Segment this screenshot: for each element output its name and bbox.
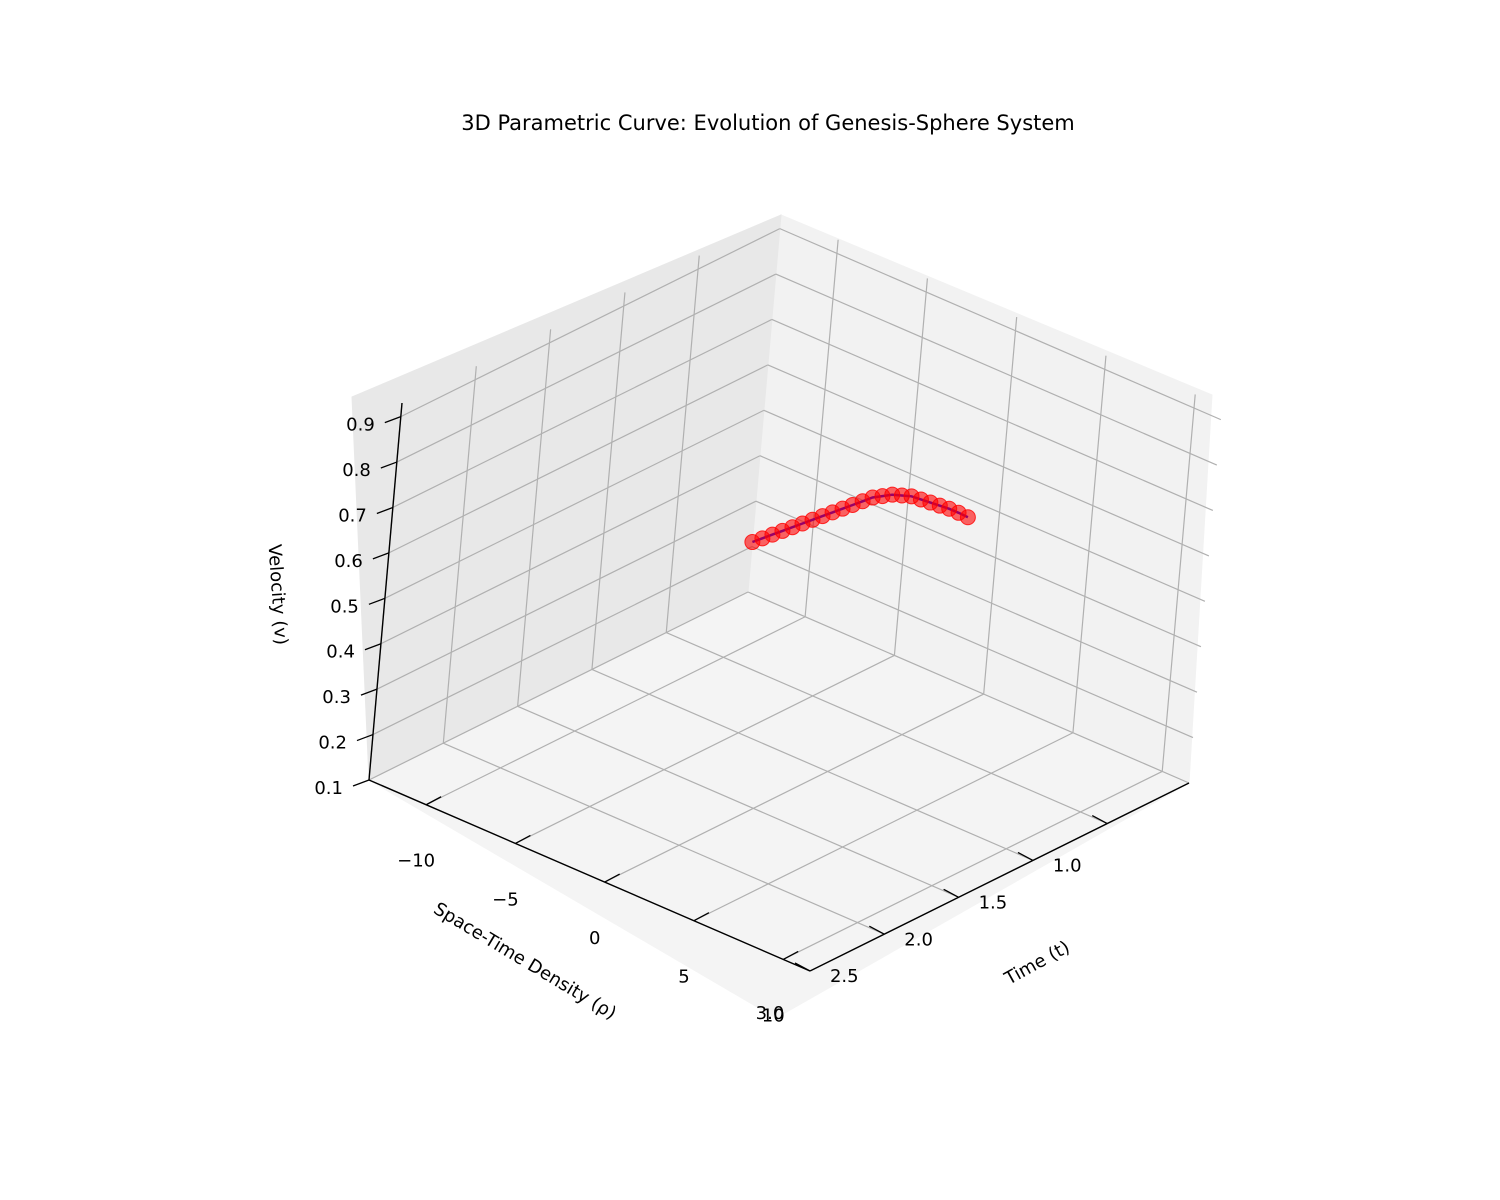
gridline-z-right <box>771 318 1214 512</box>
z-tick-label: 0.4 <box>326 642 355 663</box>
gridline-y-wall <box>591 292 626 670</box>
gridline-x-floor <box>515 654 895 844</box>
gridline-z-left <box>396 273 777 463</box>
x-tick-mark <box>782 950 799 960</box>
y-tick-mark <box>869 925 885 935</box>
gridline-y-floor <box>517 705 959 898</box>
gridline-z-left <box>380 455 761 645</box>
x-tick-mark <box>693 912 710 922</box>
gridline-z-left <box>376 500 757 690</box>
y-tick-label: 1.0 <box>1053 856 1082 877</box>
gridline-x-wall <box>804 239 839 617</box>
z-tick-label: 0.8 <box>342 460 371 481</box>
gridline-z-right <box>767 364 1210 557</box>
gridline-z-left <box>384 409 765 599</box>
z-axis-label: Velocity (v) <box>263 543 291 645</box>
y-tick-mark <box>1017 851 1034 861</box>
y-axis-label: Space-Time Density (ρ) <box>430 898 620 1024</box>
chart-title: 3D Parametric Curve: Evolution of Genesi… <box>461 111 1075 135</box>
x-tick-label: 10 <box>762 1005 785 1026</box>
z-tick-label: 0.2 <box>318 733 347 754</box>
z-tick-label: 0.5 <box>330 596 359 617</box>
x-tick-mark <box>515 834 531 844</box>
gridline-y-wall <box>442 366 477 744</box>
z-tick-label: 0.7 <box>338 505 367 526</box>
gridline-y-floor <box>591 668 1034 861</box>
x-tick-mark <box>425 796 442 806</box>
z-tick-mark <box>356 733 374 742</box>
z-tick-mark <box>376 506 394 515</box>
gridline-x-floor <box>782 770 1163 960</box>
z-tick-mark <box>360 688 378 696</box>
gridline-z-left <box>388 364 769 554</box>
gridline-z-right <box>759 455 1202 648</box>
z-tick-mark <box>384 416 402 424</box>
gridline-z-right <box>751 546 1194 739</box>
gridline-z-left <box>400 228 781 418</box>
x-tick-label: 5 <box>678 967 689 988</box>
z-tick-label: 0.6 <box>334 551 363 572</box>
y-tick-label: 2.0 <box>904 929 933 950</box>
z-tick-mark <box>368 597 386 605</box>
gridline-x-wall <box>983 317 1018 695</box>
gridline-z-left <box>368 591 749 781</box>
y-tick-mark <box>943 888 959 898</box>
gridline-x-floor <box>425 616 806 806</box>
y-tick-label: 2.5 <box>830 966 859 987</box>
gridline-x-floor <box>693 732 1074 922</box>
x-tick-label: −10 <box>397 851 435 872</box>
z-tick-mark <box>364 643 382 651</box>
gridline-z-right <box>763 409 1206 602</box>
gridline-x-wall <box>893 278 929 656</box>
gridline-z-right <box>779 228 1222 421</box>
y-axis-line <box>368 779 811 972</box>
y-tick-label: 1.5 <box>979 892 1008 913</box>
z-tick-mark <box>352 779 370 787</box>
gridline-y-wall <box>665 255 700 633</box>
z-tick-label: 0.9 <box>346 415 375 436</box>
x-axis-label: Time (t) <box>1000 937 1073 990</box>
z-tick-mark <box>372 552 390 560</box>
gridline-y-wall <box>517 329 552 707</box>
x-tick-label: 0 <box>589 928 600 949</box>
gridline-x-floor <box>604 693 984 883</box>
gridline-z-right <box>755 500 1198 693</box>
x-axis-line <box>809 782 1190 972</box>
y-tick-label: 3.0 <box>756 1003 785 1024</box>
x-tick-mark <box>604 873 620 883</box>
gridline-z-left <box>392 318 773 509</box>
y-tick-mark <box>1091 814 1108 825</box>
x-tick-label: −5 <box>492 889 519 910</box>
data-point <box>959 509 976 526</box>
z-tick-label: 0.3 <box>322 687 351 708</box>
z-axis-line <box>368 402 403 781</box>
z-tick-mark <box>380 461 398 469</box>
grid <box>368 228 1222 972</box>
gridline-y-floor <box>666 631 1108 825</box>
gridline-x-wall <box>1161 394 1196 772</box>
z-tick-label: 0.1 <box>314 778 343 799</box>
gridline-x-wall <box>1072 355 1107 733</box>
series <box>744 486 976 551</box>
gridline-y-floor <box>443 742 885 935</box>
gridline-z-right <box>747 591 1190 784</box>
axes: −10 −5 0 5 10 1.0 1.5 2.0 2.5 3.0 0.1 0.2 0.3 0.4 0.5 0… <box>314 402 1190 1026</box>
gridline-z-left <box>372 546 753 736</box>
gridline-z-right <box>775 273 1218 466</box>
